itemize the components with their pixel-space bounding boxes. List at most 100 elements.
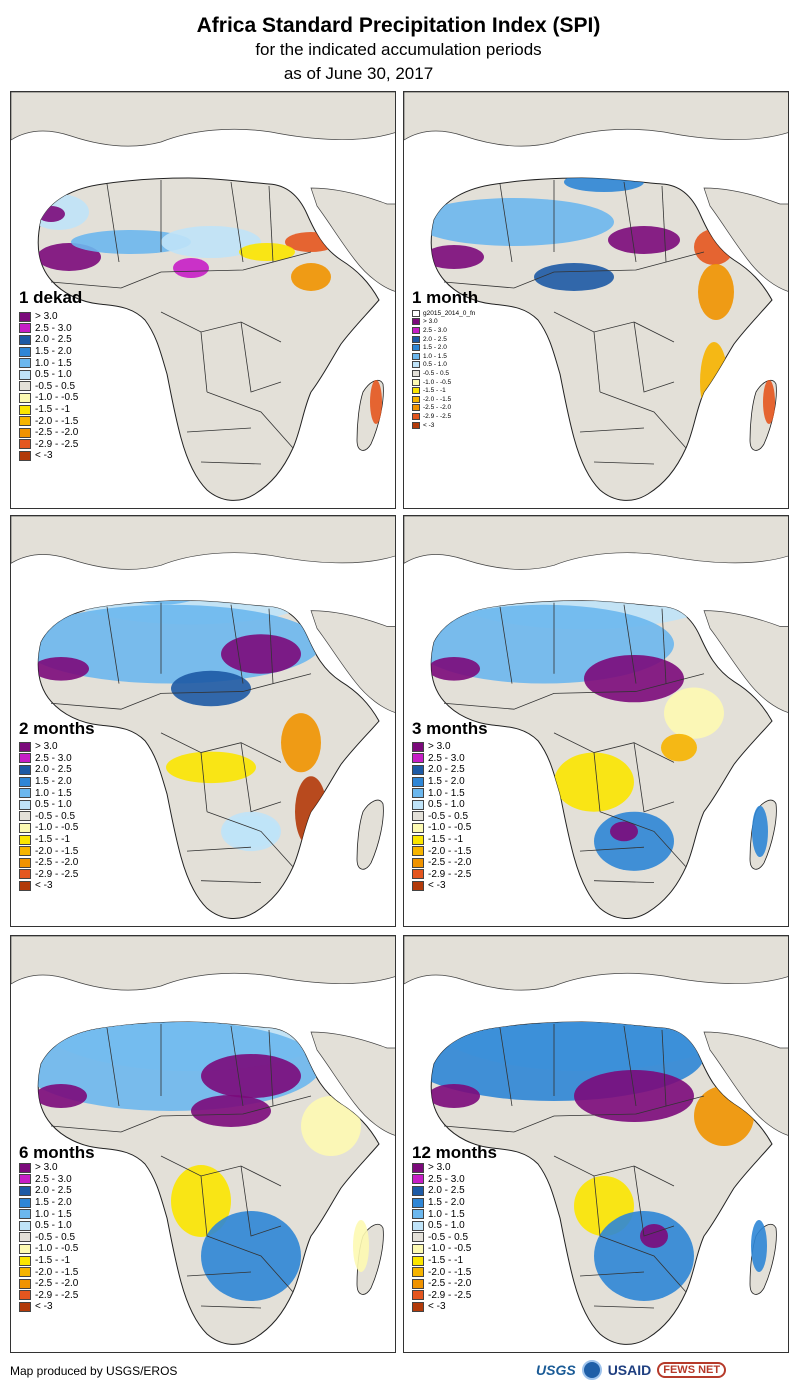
legend-label: 0.5 - 1.0 xyxy=(428,1220,465,1232)
country-border xyxy=(599,1235,687,1293)
legend-swatch xyxy=(412,1243,424,1254)
legend-item: -0.5 - 0.5 xyxy=(412,811,471,823)
legend-swatch xyxy=(19,1174,31,1185)
legend-item: 2.0 - 2.5 xyxy=(19,764,78,776)
country-border xyxy=(593,461,655,465)
legend-swatch xyxy=(412,1185,424,1196)
legend: > 3.0 2.5 - 3.0 2.0 - 2.5 1.5 - 2.0 1.0 - 1.… xyxy=(19,1162,78,1313)
legend-swatch xyxy=(412,1174,424,1185)
legend-label: < -3 xyxy=(35,450,53,462)
legend: > 3.0 2.5 - 3.0 2.0 - 2.5 1.5 - 2.0 1.0 - 1.… xyxy=(19,311,78,462)
legend-swatch xyxy=(19,416,31,427)
legend-swatch xyxy=(19,799,31,810)
legend-swatch xyxy=(19,369,31,380)
spi-patch xyxy=(508,147,560,161)
legend-item: -1.0 - -0.5 xyxy=(19,392,78,404)
map-panel-6-months: 6 months > 3.0 2.5 - 3.0 2.0 - 2.5 1.5 - 2.… xyxy=(10,935,396,1353)
legend-label: 0.5 - 1.0 xyxy=(35,369,72,381)
legend-item: -2.5 - -2.0 xyxy=(412,404,475,413)
legend-swatch xyxy=(412,1232,424,1243)
arabia-landmass xyxy=(703,1031,788,1136)
legend-swatch xyxy=(412,361,420,369)
legend-swatch xyxy=(412,799,424,810)
legend-swatch xyxy=(19,741,31,752)
legend-swatch xyxy=(412,1278,424,1289)
legend-item: < -3 xyxy=(19,880,78,892)
legend-item: 2.0 - 2.5 xyxy=(412,764,471,776)
legend-swatch xyxy=(412,387,420,395)
legend-item: -2.9 - -2.5 xyxy=(19,1290,78,1302)
country-border xyxy=(160,732,282,763)
legend-swatch xyxy=(19,880,31,891)
spi-patch xyxy=(594,811,674,871)
legend-swatch xyxy=(412,776,424,787)
country-border xyxy=(106,606,120,684)
panel-label: 3 months xyxy=(412,719,488,738)
spi-patch xyxy=(564,178,644,192)
map-credit: Map produced by USGS/EROS xyxy=(10,1364,178,1378)
country-border xyxy=(499,183,513,263)
legend-note-text: g2015_2014_0_fn xyxy=(423,309,476,317)
legend-swatch xyxy=(412,344,420,352)
legend-label: -1.0 - -0.5 xyxy=(428,1243,472,1255)
legend-swatch xyxy=(19,857,31,868)
country-border xyxy=(206,391,294,449)
legend-item: 1.5 - 2.0 xyxy=(19,776,78,788)
legend-label: > 3.0 xyxy=(428,741,451,753)
legend-swatch xyxy=(19,381,31,392)
country-border xyxy=(593,1175,601,1237)
legend-item: -1.0 - -0.5 xyxy=(412,822,471,834)
country-border xyxy=(593,880,655,884)
spi-patch xyxy=(171,670,251,707)
legend-swatch xyxy=(412,395,420,403)
legend-item: 0.5 - 1.0 xyxy=(412,799,471,811)
legend-item: -1.5 - -1 xyxy=(412,834,471,846)
legend-item: -2.5 - -2.0 xyxy=(412,857,471,869)
madagascar-spi-patch xyxy=(751,1220,767,1272)
legend-label: > 3.0 xyxy=(428,1162,451,1174)
panel-label: 1 month xyxy=(412,288,479,307)
legend-swatch xyxy=(19,311,31,322)
country-border xyxy=(633,321,675,393)
country-border xyxy=(661,608,667,684)
legend-item: -2.5 - -2.0 xyxy=(412,1278,471,1290)
legend-item: -1.5 - -1 xyxy=(19,404,78,416)
legend-swatch xyxy=(412,335,420,343)
legend-label: > 3.0 xyxy=(423,318,438,326)
map-panel-2-months: 2 months > 3.0 2.5 - 3.0 2.0 - 2.5 1.5 - 2.… xyxy=(10,515,396,927)
legend-label: < -3 xyxy=(428,1301,446,1313)
legend-item: < -3 xyxy=(412,1301,471,1313)
madagascar-spi-patch xyxy=(752,805,768,858)
madagascar-spi-patch xyxy=(353,1220,369,1272)
legend-label: -0.5 - 0.5 xyxy=(35,810,76,822)
legend-item: 2.0 - 2.5 xyxy=(412,335,475,344)
legend-label: -2.0 - -1.5 xyxy=(423,395,452,403)
legend-label: 1.0 - 1.5 xyxy=(428,787,465,799)
panel-label: 1 dekad xyxy=(19,288,83,307)
spi-patch xyxy=(664,687,724,739)
legend-label: -1.5 - -1 xyxy=(423,387,446,395)
legend-item: 2.5 - 3.0 xyxy=(19,323,78,335)
country-border xyxy=(579,846,645,852)
legend-label: 0.5 - 1.0 xyxy=(423,361,447,369)
legend-item: > 3.0 xyxy=(19,1162,78,1174)
legend: > 3.0 2.5 - 3.0 2.0 - 2.5 1.5 - 2.0 1.0 - 1.… xyxy=(19,741,78,892)
madagascar-spi-patch xyxy=(223,815,279,848)
legend-label: 2.5 - 3.0 xyxy=(35,752,72,764)
legend-swatch xyxy=(412,869,424,880)
country-border xyxy=(230,1025,244,1107)
legend-item: -1.0 - -0.5 xyxy=(19,822,78,834)
legend-item: -2.9 - -2.5 xyxy=(412,1290,471,1302)
country-border xyxy=(443,673,705,710)
legend-item: 0.5 - 1.0 xyxy=(412,361,475,370)
legend-item: -2.0 - -1.5 xyxy=(19,415,78,427)
africa-landmass xyxy=(37,177,380,501)
country-border xyxy=(240,742,282,813)
legend-label: 2.5 - 3.0 xyxy=(35,1173,72,1185)
noaa-logo xyxy=(581,1360,602,1380)
spi-patch xyxy=(700,342,728,422)
legend-swatch xyxy=(412,1162,424,1173)
spi-patch xyxy=(610,821,638,842)
legend-item: > 3.0 xyxy=(19,311,78,323)
legend-swatch xyxy=(412,318,420,326)
